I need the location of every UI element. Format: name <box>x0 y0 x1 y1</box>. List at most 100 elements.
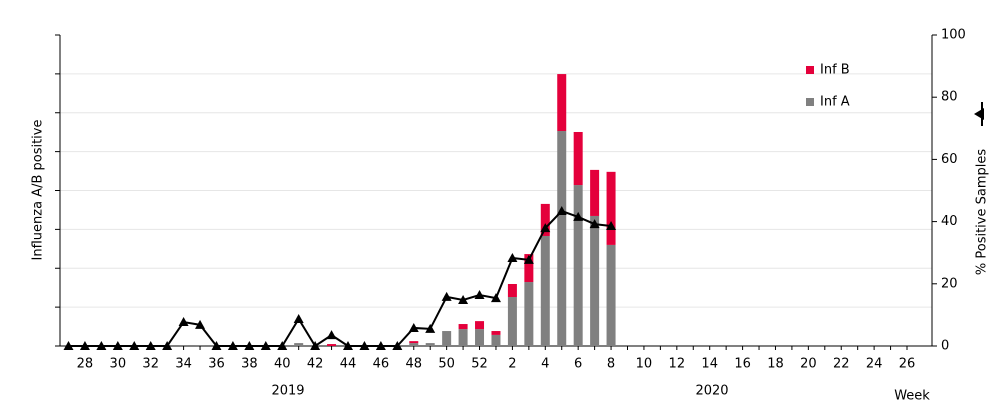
bar <box>409 343 419 346</box>
line-marker <box>326 330 337 340</box>
y2-tick-label: 100 <box>941 28 966 43</box>
line-marker <box>392 341 403 350</box>
bar <box>590 215 600 346</box>
legend-swatch <box>806 66 814 74</box>
x-tick-label: 42 <box>307 357 324 372</box>
bar <box>540 203 550 236</box>
bar <box>590 169 600 216</box>
bar <box>491 334 501 346</box>
line-marker <box>606 220 617 230</box>
line-marker <box>359 341 370 350</box>
line <box>68 209 612 348</box>
line-marker <box>211 341 222 350</box>
bar <box>294 343 304 346</box>
line-marker <box>63 341 74 350</box>
x-tick-label: 20 <box>800 357 817 372</box>
line-marker <box>458 294 469 304</box>
line-marker <box>244 341 255 350</box>
legend-swatch <box>806 98 814 106</box>
line-marker <box>260 341 271 350</box>
line-marker <box>293 313 304 323</box>
bar <box>524 254 534 283</box>
legend-label: Inf A <box>820 95 850 110</box>
line-legend-icon <box>974 102 984 126</box>
line-marker <box>507 252 518 262</box>
x-tick-label: 34 <box>175 357 192 372</box>
x-tick-label: 8 <box>607 357 615 372</box>
x-tick-label: 24 <box>866 357 883 372</box>
y-axis-label: Influenza A/B positive <box>31 120 46 261</box>
bar <box>475 329 485 346</box>
bar <box>573 131 583 186</box>
line-marker <box>162 341 173 350</box>
y2-tick-label: 40 <box>941 214 958 229</box>
year-label: 2020 <box>695 384 728 399</box>
bar <box>475 321 485 330</box>
line-marker <box>556 206 567 216</box>
y2-axis-label: % Positive Samples <box>975 149 990 275</box>
bar <box>540 235 550 346</box>
x-tick-label: 26 <box>899 357 916 372</box>
x-tick-label: 10 <box>636 357 653 372</box>
bar <box>409 341 419 344</box>
line-marker <box>540 223 551 233</box>
y2-tick-label: 0 <box>941 339 949 354</box>
x-tick-label: 12 <box>669 357 686 372</box>
bar <box>195 345 205 346</box>
bar <box>524 282 534 346</box>
line-marker <box>310 341 321 350</box>
bar <box>606 171 616 245</box>
x-tick-label: 14 <box>701 357 718 372</box>
line-marker <box>79 341 90 350</box>
y2-tick-label: 60 <box>941 152 958 167</box>
line-marker <box>425 323 436 333</box>
x-tick-label: 6 <box>574 357 582 372</box>
bar <box>507 283 517 298</box>
bar <box>557 74 567 132</box>
line-marker <box>441 291 452 301</box>
x-tick-label: 38 <box>241 357 258 372</box>
x-tick-label: 16 <box>734 357 751 372</box>
year-label: 2019 <box>271 384 304 399</box>
bar <box>327 344 337 346</box>
bar <box>442 331 452 346</box>
line-marker <box>129 341 140 350</box>
line-marker <box>145 341 156 350</box>
line-marker <box>523 254 534 264</box>
x-tick-label: 44 <box>340 357 357 372</box>
line-marker <box>277 341 288 350</box>
bar <box>573 185 583 346</box>
x-tick-label: 48 <box>405 357 422 372</box>
x-tick-label: 50 <box>438 357 455 372</box>
y2-tick-label: 80 <box>941 90 958 105</box>
bar <box>425 343 435 346</box>
line-marker <box>195 319 206 329</box>
bar <box>557 131 567 346</box>
x-tick-label: 32 <box>142 357 159 372</box>
x-tick-label: 40 <box>274 357 291 372</box>
x-tick-label: 18 <box>767 357 784 372</box>
bar <box>458 324 468 330</box>
line-marker <box>178 317 189 327</box>
line-marker <box>112 341 123 350</box>
y2-tick-label: 20 <box>941 276 958 291</box>
bar <box>179 345 189 346</box>
line-marker <box>474 289 485 299</box>
x-tick-label: 2 <box>508 357 516 372</box>
x-tick-label: 28 <box>77 357 94 372</box>
bar <box>458 329 468 346</box>
bar <box>491 331 501 335</box>
x-tick-label: 52 <box>471 357 488 372</box>
line-marker <box>490 293 501 303</box>
line-marker <box>408 322 419 332</box>
x-tick-label: 36 <box>208 357 225 372</box>
line-marker <box>589 219 600 229</box>
x-tick-label: 22 <box>833 357 850 372</box>
x-axis-label: Week <box>894 389 930 404</box>
legend-label: Inf B <box>820 63 850 78</box>
line-marker <box>227 341 238 350</box>
x-tick-label: 4 <box>541 357 549 372</box>
line-marker <box>573 211 584 221</box>
bar <box>507 297 517 346</box>
